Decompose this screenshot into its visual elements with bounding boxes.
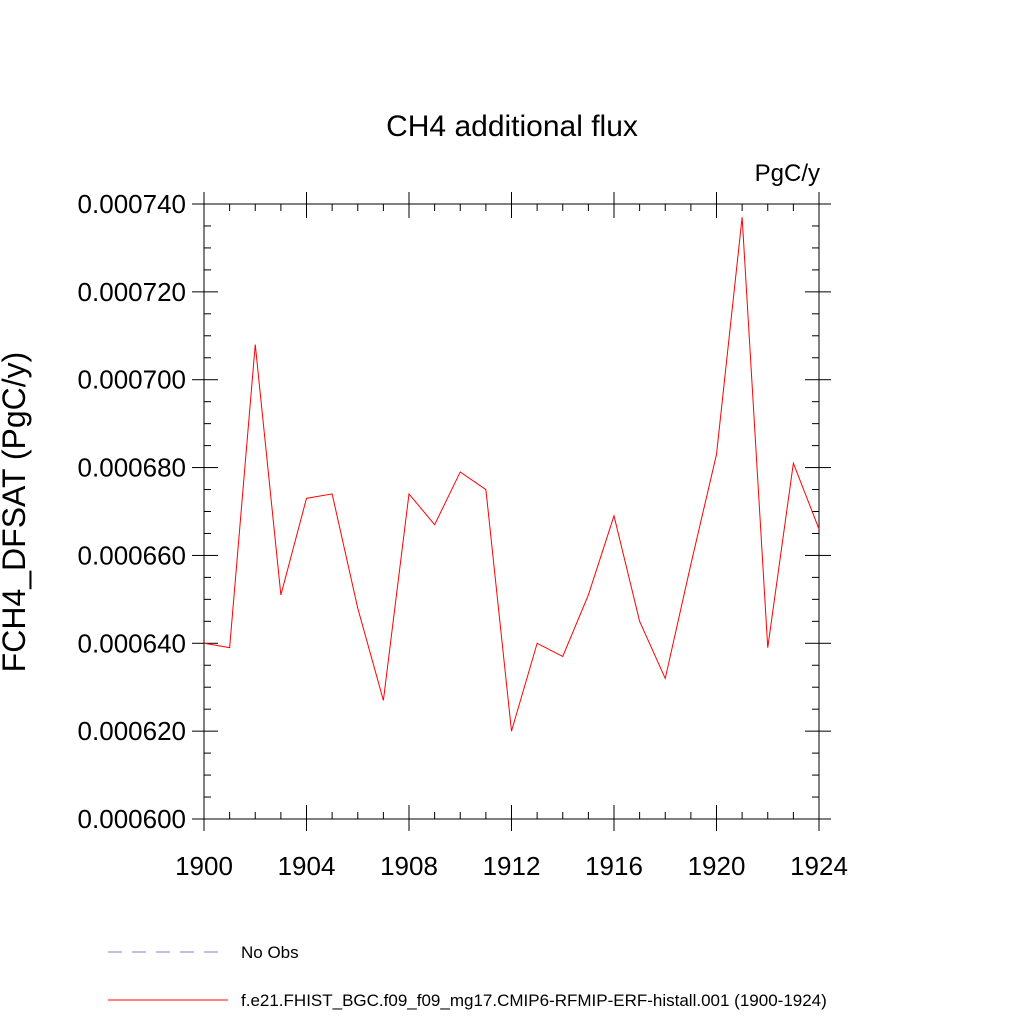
legend-label: No Obs: [241, 943, 299, 962]
y-tick-label: 0.000600: [78, 804, 186, 834]
units-label: PgC/y: [755, 160, 820, 187]
y-tick-label: 0.000720: [78, 277, 186, 307]
y-tick-label: 0.000620: [78, 716, 186, 746]
y-tick-label: 0.000660: [78, 540, 186, 570]
x-tick-label: 1908: [380, 851, 438, 881]
x-tick-label: 1904: [278, 851, 336, 881]
plot-area: 1900 1904 1908 1912 1916 1920 1924 0.000600 0.00…: [78, 189, 848, 881]
x-tick-label: 1912: [483, 851, 541, 881]
legend: No Obs f.e21.FHIST_BGC.f09_f09_mg17.CMIP6…: [108, 943, 827, 1010]
x-tick-label: 1900: [175, 851, 233, 881]
x-tick-label: 1920: [688, 851, 746, 881]
x-tick-label: 1916: [585, 851, 643, 881]
y-tick-label: 0.000740: [78, 189, 186, 219]
y-tick-label: 0.000640: [78, 628, 186, 658]
y-axis-label: FCH4_DFSAT (PgC/y): [0, 352, 32, 673]
y-tick-label: 0.000700: [78, 365, 186, 395]
chart-title: CH4 additional flux: [386, 110, 638, 143]
series-line: [203, 217, 820, 732]
legend-label: f.e21.FHIST_BGC.f09_f09_mg17.CMIP6-RFMIP…: [241, 991, 827, 1010]
y-tick-label: 0.000680: [78, 453, 186, 483]
x-tick-label: 1924: [790, 851, 848, 881]
